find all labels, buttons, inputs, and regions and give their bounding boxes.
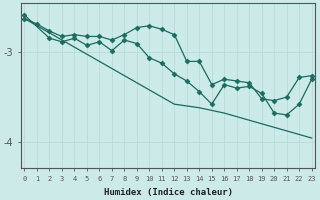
X-axis label: Humidex (Indice chaleur): Humidex (Indice chaleur) — [104, 188, 233, 197]
